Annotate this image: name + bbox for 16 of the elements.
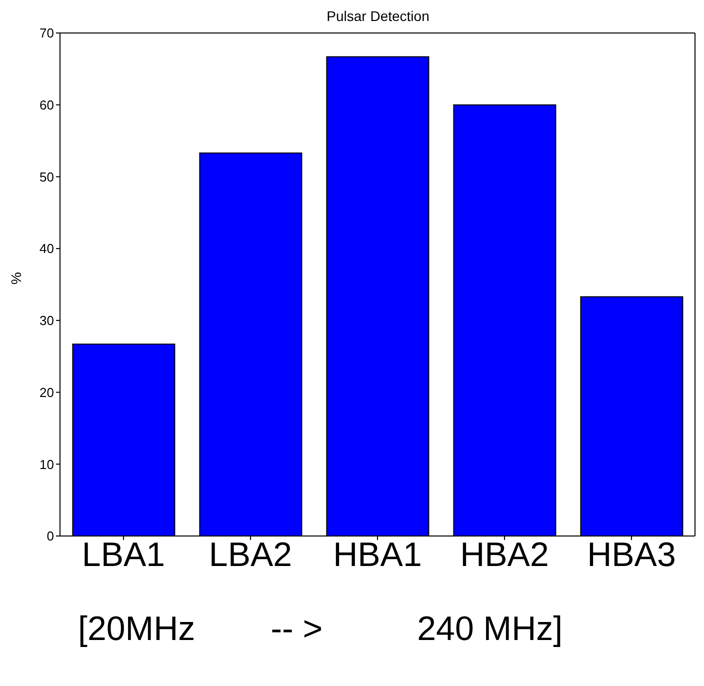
- y-tick-label: 30: [40, 313, 54, 328]
- x-tick-label: HBA1: [333, 536, 422, 574]
- y-tick-label: 10: [40, 456, 54, 472]
- chart-title: Pulsar Detection: [326, 8, 430, 26]
- y-tick-label: 40: [40, 241, 54, 256]
- y-tick-label: 50: [40, 169, 54, 184]
- text: [20MHz -- > 240 MHz]: [78, 610, 564, 649]
- y-tick-label: 0: [46, 528, 54, 544]
- y-tick-label: 70: [40, 26, 54, 41]
- x-tick-label: LBA2: [208, 536, 292, 574]
- x-tick-label: HBA2: [460, 536, 549, 574]
- x-tick-label: LBA1: [82, 536, 166, 574]
- y-axis-title: %: [8, 272, 24, 284]
- y-tick-label: 60: [40, 97, 54, 112]
- x-tick-label: HBA3: [587, 536, 676, 574]
- y-tick-label: 20: [40, 384, 54, 400]
